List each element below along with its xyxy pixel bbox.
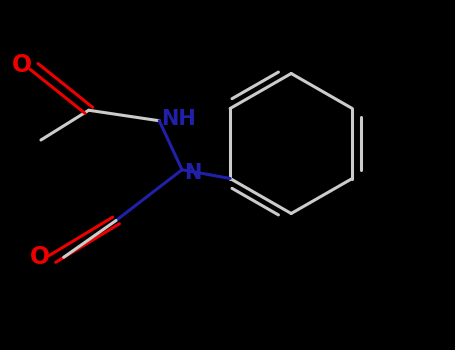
Text: N: N	[184, 162, 202, 183]
Text: O: O	[12, 53, 32, 77]
Text: NH: NH	[162, 109, 196, 129]
Text: O: O	[30, 245, 50, 269]
